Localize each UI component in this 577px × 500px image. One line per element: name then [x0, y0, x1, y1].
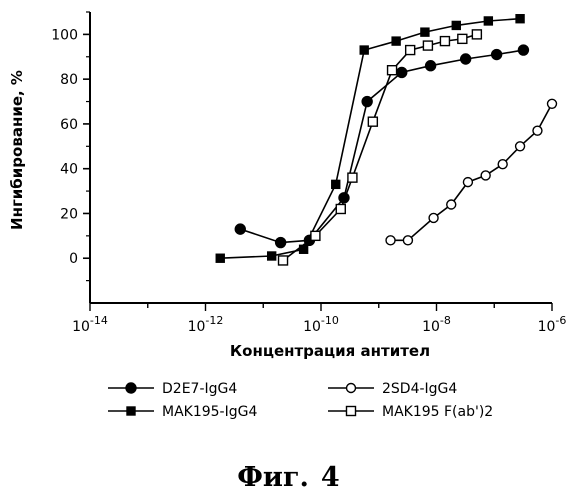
legend-item: MAK195-IgG4 [108, 404, 257, 420]
y-tick-label: 20 [60, 206, 78, 222]
legend-marker [347, 407, 356, 416]
x-tick-label: 10-12 [188, 314, 224, 335]
data-point [397, 67, 407, 77]
legend: D2E7-IgG4 2SD4-IgG4 MAK195-IgG4 MAK195 F(ab… [108, 381, 493, 420]
y-tick-label: 0 [69, 251, 78, 267]
data-point [406, 46, 415, 55]
series-line [391, 104, 553, 241]
x-axis-label: Концентрация антител [230, 342, 430, 360]
data-point [348, 173, 357, 182]
data-point [518, 45, 528, 55]
y-tick-label: 40 [60, 162, 78, 178]
data-point [279, 256, 288, 265]
data-point [421, 28, 429, 36]
data-point [481, 171, 490, 180]
data-point [311, 231, 320, 240]
data-point [498, 160, 507, 169]
y-axis-label: Ингибирование, % [8, 70, 26, 230]
data-point [484, 17, 492, 25]
data-point [423, 41, 432, 50]
data-point [458, 34, 467, 43]
data-point [388, 66, 397, 75]
caption-prefix: Фиг. [237, 462, 309, 493]
series-2 [386, 99, 556, 245]
y-tick-label: 80 [60, 72, 78, 88]
series-3 [279, 30, 482, 265]
data-point [362, 97, 372, 107]
data-point [368, 117, 377, 126]
y-tick-label: 100 [51, 27, 78, 43]
series-line [283, 34, 477, 260]
data-point [403, 236, 412, 245]
data-point [461, 54, 471, 64]
series-line [240, 50, 523, 243]
data-point [386, 236, 395, 245]
data-point [440, 37, 449, 46]
y-tick-label: 60 [60, 117, 78, 133]
data-point [336, 204, 345, 213]
legend-item: D2E7-IgG4 [108, 381, 237, 397]
data-point [447, 200, 456, 209]
data-point [452, 21, 460, 29]
legend-item: MAK195 F(ab')2 [328, 404, 493, 420]
data-point [516, 15, 524, 23]
legend-marker [127, 407, 135, 415]
data-point [463, 178, 472, 187]
data-point [235, 224, 245, 234]
x-tick-label: 10-10 [303, 314, 339, 335]
figure-caption: Фиг. 4 [0, 462, 577, 493]
caption-number: 4 [321, 462, 340, 493]
legend-label: D2E7-IgG4 [162, 381, 237, 397]
series-layer [216, 15, 556, 265]
data-point [548, 99, 557, 108]
legend-label: MAK195-IgG4 [162, 404, 257, 420]
legend-marker [347, 384, 356, 393]
data-point [516, 142, 525, 151]
series-0 [235, 45, 528, 248]
data-point [492, 50, 502, 60]
data-point [429, 213, 438, 222]
x-tick-label: 10-8 [422, 314, 451, 335]
legend-label: MAK195 F(ab')2 [382, 404, 493, 420]
legend-marker [126, 383, 136, 393]
tick-labels: 0 20 40 60 80 100 10-14 10-12 10-10 10-8 10-6 [51, 27, 566, 335]
data-point [426, 61, 436, 71]
data-point [276, 238, 286, 248]
series-line [220, 19, 520, 259]
data-point [332, 180, 340, 188]
series-1 [216, 15, 524, 263]
data-point [392, 37, 400, 45]
data-point [360, 46, 368, 54]
x-tick-label: 10-6 [538, 314, 567, 335]
data-point [268, 252, 276, 260]
chart: 0 20 40 60 80 100 10-14 10-12 10-10 10-8 10-6 Конц… [0, 0, 577, 460]
x-tick-label: 10-14 [72, 314, 108, 335]
data-point [472, 30, 481, 39]
data-point [216, 254, 224, 262]
data-point [533, 126, 542, 135]
legend-item: 2SD4-IgG4 [328, 381, 457, 397]
legend-label: 2SD4-IgG4 [382, 381, 457, 397]
